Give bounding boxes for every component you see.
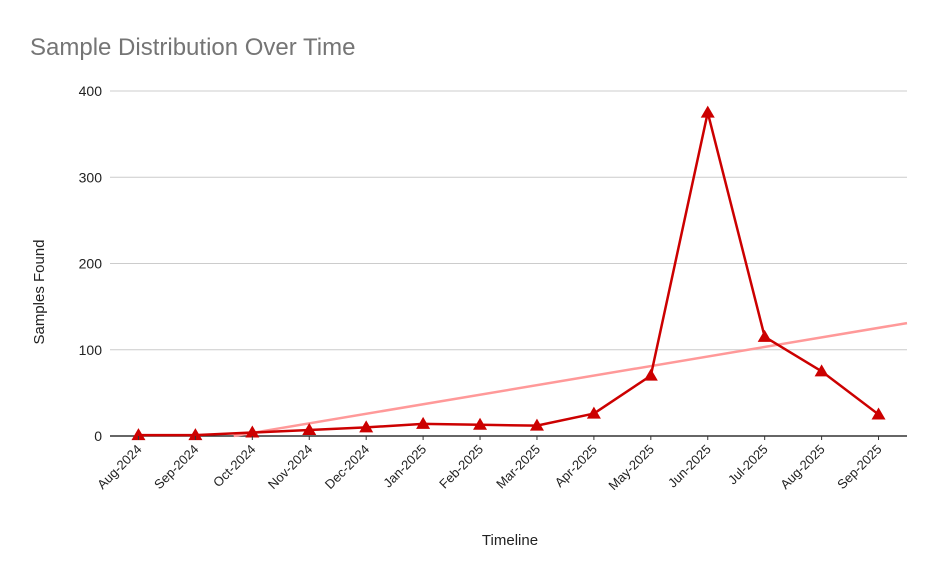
data-point-triangle xyxy=(643,368,658,381)
x-tick-label: Nov-2024 xyxy=(265,442,315,492)
series-line xyxy=(138,111,880,437)
x-tick-label: Jan-2025 xyxy=(380,442,429,491)
data-point-triangle xyxy=(700,105,715,118)
data-point-triangle xyxy=(131,428,146,441)
x-tick-label: Aug-2024 xyxy=(94,442,144,492)
x-tick-label: Oct-2024 xyxy=(210,442,258,490)
x-tick-label: Aug-2025 xyxy=(777,442,827,492)
trendline xyxy=(233,321,908,438)
data-point-triangle xyxy=(586,406,601,419)
x-tick-label: Jul-2025 xyxy=(725,442,771,488)
data-point-triangle xyxy=(302,422,317,435)
x-tick-label: Dec-2024 xyxy=(322,442,372,492)
x-tick-label: Apr-2025 xyxy=(552,442,600,490)
data-point-triangle xyxy=(359,420,374,433)
x-axis-label: Timeline xyxy=(482,532,538,549)
data-point-triangle xyxy=(188,428,203,441)
y-tick-label: 300 xyxy=(79,169,103,185)
y-tick-label: 400 xyxy=(79,83,103,99)
y-axis-label: Samples Found xyxy=(31,239,48,344)
data-point-triangle xyxy=(871,407,886,420)
data-point-triangle xyxy=(245,425,260,438)
y-tick-label: 100 xyxy=(79,342,103,358)
x-tick-label: Sep-2024 xyxy=(151,442,201,492)
data-point-triangle xyxy=(473,417,488,430)
y-tick-label: 0 xyxy=(94,428,102,444)
x-tick-label: Jun-2025 xyxy=(665,442,714,491)
y-tick-label: 200 xyxy=(79,256,103,272)
chart-title: Sample Distribution Over Time xyxy=(30,34,355,61)
data-point-triangle xyxy=(416,416,431,429)
data-point-triangle xyxy=(529,418,544,431)
data-point-triangle xyxy=(814,364,829,377)
data-point-triangle xyxy=(757,329,772,342)
x-tick-label: Sep-2025 xyxy=(834,442,884,492)
x-tick-label: Feb-2025 xyxy=(436,442,486,492)
x-tick-label: May-2025 xyxy=(605,442,656,493)
x-tick-label: Mar-2025 xyxy=(493,442,543,492)
